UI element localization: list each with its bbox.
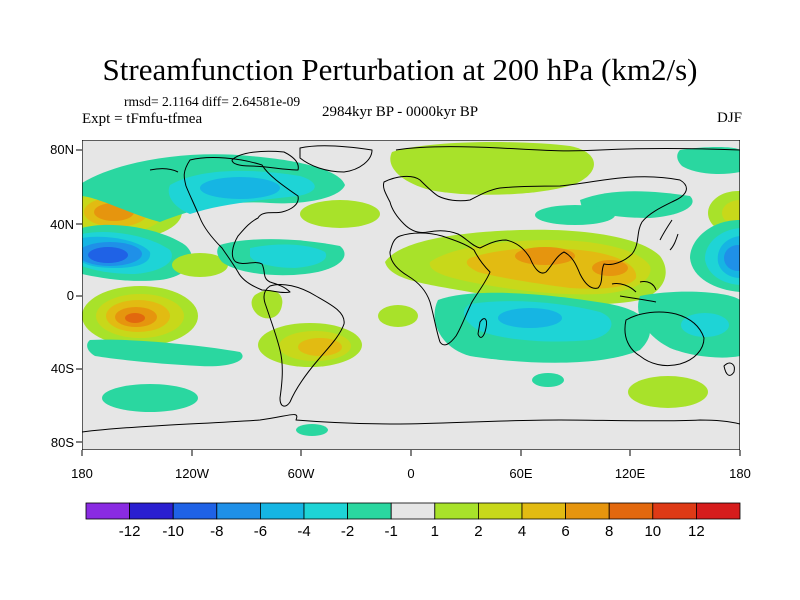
coast-north-america bbox=[149, 157, 299, 294]
colorbar-box bbox=[434, 502, 479, 520]
colorbar-box bbox=[608, 502, 654, 520]
anomaly-southern-indian-negative bbox=[532, 373, 564, 387]
colorbar bbox=[85, 502, 741, 520]
lat-axis: 80N 40N 0 40S 80S bbox=[50, 142, 74, 450]
map-title: Streamfunction Perturbation at 200 hPa (… bbox=[102, 52, 698, 87]
colorbar-box bbox=[85, 502, 130, 520]
map-field bbox=[82, 140, 740, 450]
period-label: 2984kyr BP - 0000kyr BP bbox=[322, 104, 479, 120]
anomaly-equatorial-atlantic-positive bbox=[378, 305, 418, 327]
colorbar-label: 8 bbox=[605, 523, 613, 540]
anomaly-antarctic-negative bbox=[296, 424, 328, 436]
season-label: DJF bbox=[716, 110, 742, 126]
coast-africa bbox=[389, 232, 491, 346]
lon-label-0: 0 bbox=[407, 466, 414, 481]
lat-label-40n: 40N bbox=[50, 217, 74, 232]
rmsd-diff-stats: rmsd= 2.1164 diff= 2.64581e-09 bbox=[124, 94, 301, 109]
colorbar-box bbox=[652, 502, 697, 520]
colorbar-label: 2 bbox=[474, 523, 482, 540]
anomaly-arctic-positive bbox=[390, 142, 594, 195]
colorbar-box bbox=[129, 502, 174, 520]
lon-axis: 180 120W 60W 0 60E 120E 180 bbox=[71, 466, 751, 481]
anomaly-south-pacific-negative bbox=[87, 339, 243, 412]
colorbar-box bbox=[216, 502, 261, 520]
colorbar-box bbox=[565, 502, 610, 520]
lat-label-0: 0 bbox=[67, 288, 74, 303]
colorbar-label: 4 bbox=[518, 523, 526, 540]
lat-label-80s: 80S bbox=[51, 435, 74, 450]
colorbar-box bbox=[303, 502, 348, 520]
anomaly-atlantic-negative bbox=[217, 239, 345, 276]
colorbar-box bbox=[172, 502, 218, 520]
colorbar-label: 12 bbox=[688, 523, 705, 540]
coast-south-america bbox=[263, 283, 345, 407]
colorbar-box bbox=[390, 502, 436, 520]
colorbar-box bbox=[521, 502, 566, 520]
coast-antarctica bbox=[82, 414, 740, 433]
anomaly-south-pacific-positive bbox=[82, 286, 198, 346]
coast-arctic-islands bbox=[231, 150, 299, 171]
lon-label-180e: 180 bbox=[729, 466, 751, 481]
anomaly-south-america-positive bbox=[251, 290, 362, 367]
coast-eurasia bbox=[383, 175, 687, 289]
anomaly-north-atlantic-positive bbox=[300, 200, 380, 228]
colorbar-label: -10 bbox=[162, 523, 184, 540]
lon-label-120e: 120E bbox=[615, 466, 646, 481]
anomaly-eurasia-negative-mid bbox=[535, 205, 615, 225]
colorbar-box bbox=[477, 502, 523, 520]
axis-ticks bbox=[76, 149, 741, 456]
colorbar-box bbox=[347, 502, 392, 520]
coast-madagascar bbox=[477, 318, 487, 338]
coast-siberia-north bbox=[395, 146, 740, 152]
coast-japan-philippines bbox=[659, 219, 679, 251]
colorbar-box bbox=[259, 502, 305, 520]
lat-label-80n: 80N bbox=[50, 142, 74, 157]
colorbar-label: -6 bbox=[254, 523, 267, 540]
anomaly-tropical-pacific-negative bbox=[82, 224, 192, 281]
colorbar-label: -4 bbox=[297, 523, 310, 540]
colorbar-label: -2 bbox=[341, 523, 354, 540]
lon-label-60e: 60E bbox=[509, 466, 532, 481]
colorbar-label: -8 bbox=[210, 523, 223, 540]
colorbar-label: 10 bbox=[644, 523, 661, 540]
anomaly-west-pacific-south-negative bbox=[638, 291, 740, 358]
anomaly-south-pacific-east-positive bbox=[628, 376, 708, 408]
colorbar-label: 6 bbox=[561, 523, 569, 540]
lon-label-180w: 180 bbox=[71, 466, 93, 481]
anomaly-central-pacific-positive bbox=[172, 253, 228, 277]
experiment-label: Expt = tFmfu-tfmea bbox=[82, 111, 203, 127]
colorbar-labels: -12 -10 -8 -6 -4 -2 -1 1 2 4 6 8 10 12 bbox=[119, 523, 705, 540]
coast-indonesia bbox=[611, 281, 657, 303]
coast-australia bbox=[624, 311, 705, 367]
lon-label-60w: 60W bbox=[288, 466, 315, 481]
lon-label-120w: 120W bbox=[175, 466, 210, 481]
anomaly-asia-africa-positive bbox=[385, 229, 666, 305]
anomaly-west-pacific-negative bbox=[690, 220, 740, 292]
colorbar-label: -1 bbox=[385, 523, 398, 540]
coast-greenland bbox=[299, 145, 373, 173]
colorbar-label: 1 bbox=[431, 523, 439, 540]
coast-new-zealand bbox=[723, 362, 735, 376]
anomaly-indian-ocean-negative bbox=[434, 292, 650, 363]
coastlines bbox=[82, 145, 740, 433]
colorbar-label: -12 bbox=[119, 523, 141, 540]
lat-label-40s: 40S bbox=[51, 361, 74, 376]
colorbar-box bbox=[696, 502, 741, 520]
